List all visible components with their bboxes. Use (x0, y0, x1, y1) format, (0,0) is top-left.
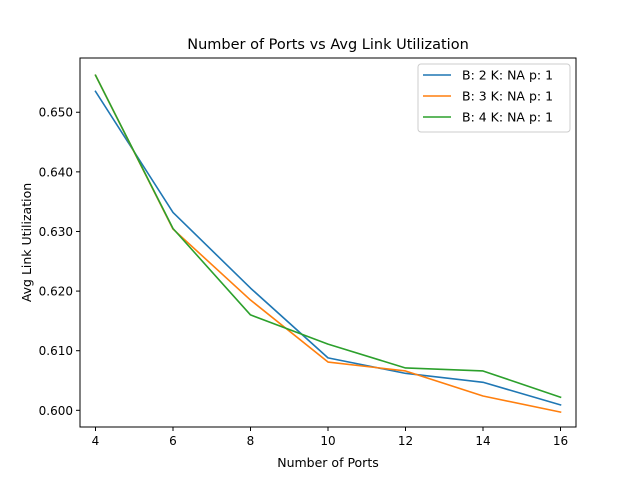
y-tick-label: 0.650 (39, 106, 73, 120)
legend-entry: B: 2 K: NA p: 1 (423, 68, 553, 83)
series-line-3 (94, 74, 562, 399)
x-tick-label: 10 (320, 434, 335, 448)
y-tick-label: 0.630 (39, 225, 73, 239)
legend: B: 2 K: NA p: 1 B: 3 K: NA p: 1 B: 4 K: NA… (417, 63, 571, 133)
x-tick-label: 12 (398, 434, 413, 448)
legend-label: B: 3 K: NA p: 1 (462, 89, 553, 104)
plot-frame (79, 57, 577, 428)
legend-label: B: 4 K: NA p: 1 (462, 110, 553, 125)
x-tick-label: 16 (553, 434, 568, 448)
chart-title: Number of Ports vs Avg Link Utilization (187, 37, 469, 53)
y-tick-label: 0.610 (39, 344, 73, 358)
x-tick-label: 8 (247, 434, 255, 448)
y-tick-label: 0.620 (39, 285, 73, 299)
legend-entry: B: 4 K: NA p: 1 (423, 110, 553, 125)
legend-box (417, 63, 571, 133)
axis-ticks: 4 6 8 10 12 14 16 0.600 0.610 0.620 0.630 0.640 0.65… (39, 106, 569, 448)
legend-label: B: 2 K: NA p: 1 (462, 68, 553, 83)
x-tick-label: 6 (169, 434, 177, 448)
series-line-1 (94, 90, 562, 406)
x-tick-label: 4 (92, 434, 100, 448)
y-axis-label: Avg Link Utilization (19, 183, 34, 302)
y-tick-label: 0.640 (39, 165, 73, 179)
x-axis-label: Number of Ports (277, 455, 379, 470)
x-tick-label: 14 (475, 434, 490, 448)
legend-entry: B: 3 K: NA p: 1 (423, 89, 553, 104)
y-tick-label: 0.600 (39, 404, 73, 418)
legend-entries: B: 2 K: NA p: 1 B: 3 K: NA p: 1 B: 4 K: NA… (423, 68, 553, 125)
series-lines (94, 74, 562, 414)
